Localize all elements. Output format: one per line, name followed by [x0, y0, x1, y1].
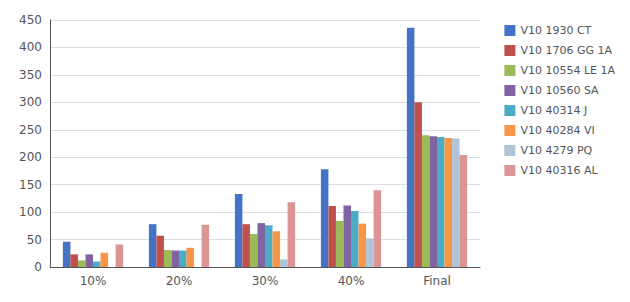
svg-text:10%: 10%	[80, 274, 107, 288]
svg-text:100: 100	[19, 205, 42, 219]
svg-text:250: 250	[19, 123, 42, 137]
svg-text:30%: 30%	[252, 274, 279, 288]
svg-text:20%: 20%	[166, 274, 193, 288]
svg-text:V10 40284 VI: V10 40284 VI	[520, 124, 594, 137]
svg-text:40%: 40%	[338, 274, 365, 288]
svg-text:V10 4279 PQ: V10 4279 PQ	[520, 144, 592, 157]
svg-text:V10 40316 AL: V10 40316 AL	[520, 164, 598, 177]
svg-text:300: 300	[19, 95, 42, 109]
svg-text:V10 10554 LE 1A: V10 10554 LE 1A	[520, 64, 615, 77]
svg-text:350: 350	[19, 68, 42, 82]
svg-text:200: 200	[19, 150, 42, 164]
svg-text:V10 40314 J: V10 40314 J	[520, 104, 587, 117]
svg-text:400: 400	[19, 40, 42, 54]
svg-text:V10 1706 GG 1A: V10 1706 GG 1A	[520, 44, 612, 57]
svg-text:Final: Final	[423, 274, 451, 288]
svg-text:V10 1930 CT: V10 1930 CT	[520, 24, 591, 37]
svg-text:50: 50	[27, 233, 42, 247]
svg-text:450: 450	[19, 13, 42, 27]
svg-text:150: 150	[19, 178, 42, 192]
svg-text:V10 10560 SA: V10 10560 SA	[520, 84, 599, 97]
svg-text:0: 0	[34, 260, 42, 274]
